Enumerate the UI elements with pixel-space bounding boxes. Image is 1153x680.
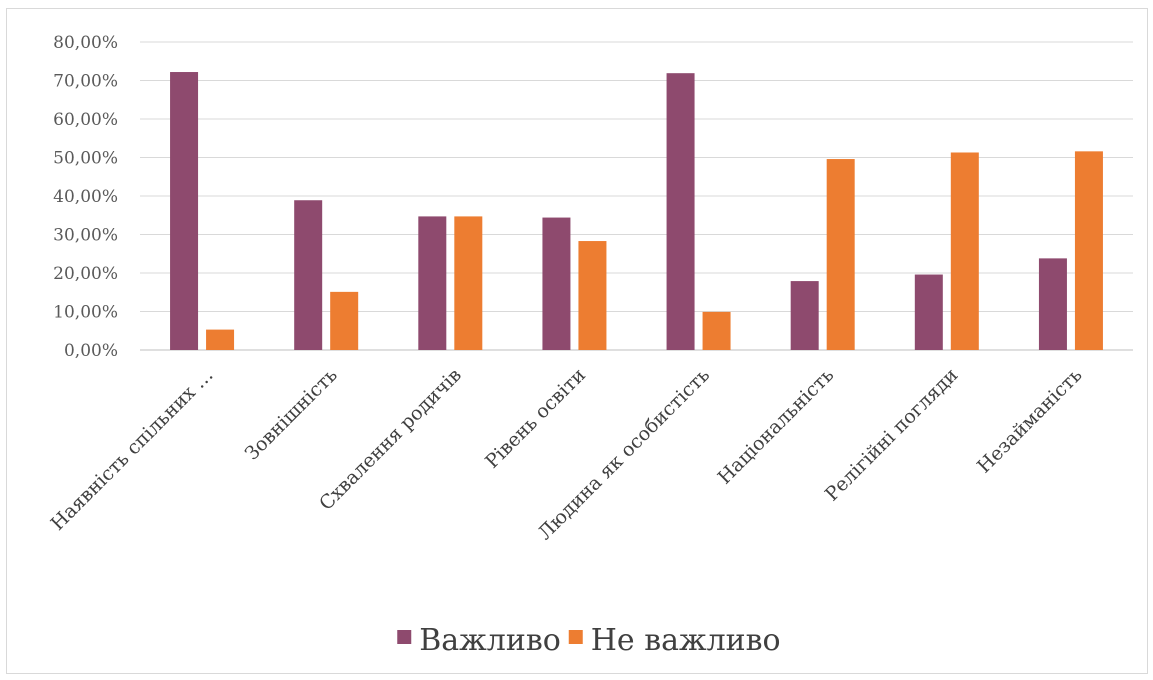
bar-important	[1038, 258, 1067, 350]
bar-important	[790, 281, 819, 350]
y-tick-label: 20,00%	[53, 264, 118, 284]
x-tick-label: Релігійні погляди	[821, 364, 963, 506]
bar-not-important	[1074, 151, 1103, 350]
y-tick-label: 0,00%	[64, 341, 118, 361]
y-tick-label: 60,00%	[53, 110, 118, 130]
y-tick-label: 50,00%	[53, 149, 118, 169]
bar-important	[666, 73, 695, 350]
bar-not-important	[330, 291, 359, 350]
legend-swatch	[397, 630, 412, 644]
bar-not-important	[950, 152, 979, 350]
bar-not-important	[578, 241, 607, 350]
x-tick-label: Наявність спільних …	[47, 364, 218, 535]
bar-not-important	[206, 329, 235, 350]
bar-important	[542, 217, 571, 350]
bar-important	[170, 72, 199, 350]
y-tick-label: 70,00%	[53, 72, 118, 92]
bar-important	[294, 200, 323, 350]
legend-swatch	[568, 630, 583, 644]
y-tick-label: 80,00%	[53, 33, 118, 53]
x-tick-label: Рівень освіти	[481, 364, 590, 473]
y-tick-label: 10,00%	[53, 303, 118, 323]
x-tick-label: Незайманість	[973, 364, 1087, 478]
x-tick-label: Зовнішність	[241, 364, 342, 465]
bar-important	[418, 216, 447, 350]
legend-label: Важливо	[419, 623, 561, 658]
bar-important	[914, 274, 943, 350]
y-tick-label: 30,00%	[53, 226, 118, 246]
bar-not-important	[826, 159, 855, 350]
x-tick-label: Схвалення родичів	[315, 364, 466, 515]
legend-label: Не важливо	[591, 623, 781, 658]
bar-not-important	[702, 311, 731, 350]
y-tick-label: 40,00%	[53, 187, 118, 207]
x-tick-label: Національність	[714, 364, 839, 489]
bar-not-important	[454, 216, 483, 350]
